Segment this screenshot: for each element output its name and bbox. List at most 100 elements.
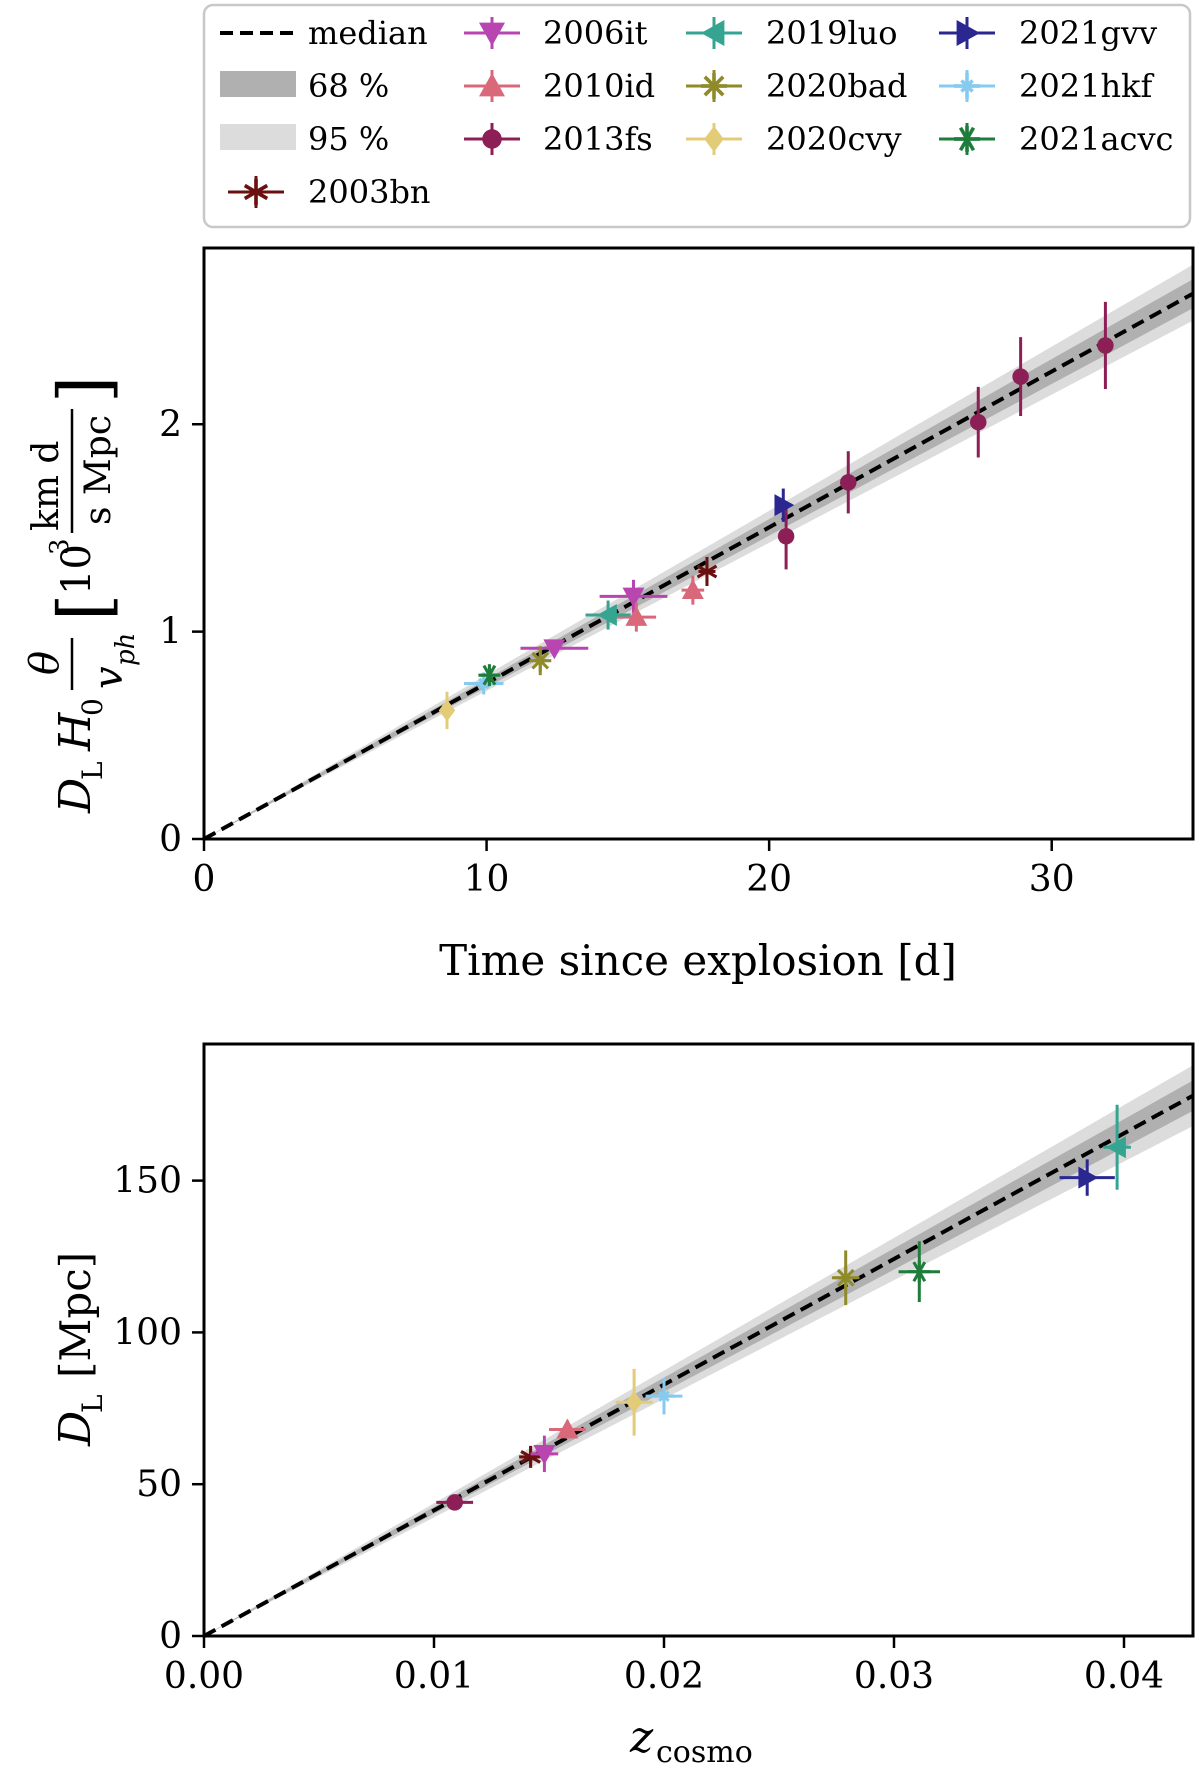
top-xtick-label-20: 20 (746, 859, 792, 900)
top-point-2006it-1 (599, 579, 668, 613)
bottom-marker-2006it-0 (533, 1445, 556, 1465)
top-point-2013fs-1 (840, 451, 857, 514)
top-point-2013fs-3 (1012, 337, 1029, 416)
legend-label-2020bad: 2020bad (766, 67, 907, 105)
top-ytick-label-1: 1 (159, 612, 182, 653)
bottom-ytick-label-100: 100 (113, 1312, 182, 1353)
legend: median 68 % 95 % 2003bn 2006it 2010id 2013f… (202, 3, 1192, 229)
legend-label-2013fs: 2013fs (543, 120, 653, 158)
svg-text:z: z (629, 1712, 654, 1763)
bottom-marker-2021gvv-0 (1078, 1166, 1099, 1189)
legend-band68-swatch (220, 71, 296, 97)
bottom-xtick-label-0.04: 0.04 (1084, 1656, 1164, 1697)
top-band95 (204, 264, 1193, 839)
legend-frame (202, 3, 1192, 229)
top-point-2020cvy-0 (438, 691, 456, 730)
bottom-point-2013fs-0 (436, 1494, 474, 1511)
top-point-2013fs-0 (777, 503, 795, 570)
top-point-2021gvv-0 (774, 488, 795, 522)
legend-label-2010id: 2010id (543, 67, 655, 105)
svg-text:[: [ (43, 594, 125, 621)
top-marker-2006it-0 (543, 639, 566, 660)
legend-marker-2020cvy (704, 126, 724, 152)
svg-text:cosmo: cosmo (656, 1735, 753, 1766)
bottom-xtick-label-0.01: 0.01 (394, 1656, 474, 1697)
top-marker-2021gvv-0 (774, 494, 795, 517)
legend-band95-label: 95 % (308, 120, 389, 158)
bottom-point-2021hkf-0 (645, 1377, 683, 1415)
top-plot-frame (202, 246, 1195, 841)
legend-marker-2021gvv (956, 20, 980, 46)
top-point-2006it-0 (520, 639, 589, 660)
top-point-2010id-0 (616, 602, 657, 632)
svg-text:H: H (50, 711, 101, 752)
svg-text:3: 3 (45, 538, 75, 555)
top-marker-2013fs-2 (969, 413, 987, 431)
legend-marker-2013fs (482, 129, 502, 149)
bottom-y-axis-label: D L [Mpc] (50, 1252, 109, 1447)
top-marker-2013fs-4 (1097, 337, 1114, 354)
bottom-xtick-label-0.02: 0.02 (624, 1656, 704, 1697)
bottom-xtick-label-0.00: 0.00 (164, 1656, 244, 1697)
bottom-marker-2013fs-0 (446, 1494, 463, 1511)
svg-text:L: L (76, 1394, 109, 1413)
svg-text:km d: km d (26, 441, 67, 531)
legend-marker-2006it (479, 22, 505, 46)
bottom-ytick-label-0: 0 (159, 1616, 182, 1657)
bottom-point-2021acvc-0 (898, 1241, 940, 1303)
top-point-2021acvc-0 (478, 664, 501, 687)
legend-median-label: median (308, 14, 428, 52)
bottom-marker-2021hkf-0 (653, 1385, 675, 1408)
bottom-point-2019luo-0 (1103, 1104, 1131, 1190)
bottom-marker-2010id-0 (556, 1418, 579, 1439)
legend-band95-swatch (220, 124, 296, 150)
bottom-marker-2020cvy-0 (625, 1391, 643, 1414)
top-ytick-label-0: 0 (159, 819, 182, 860)
legend-marker-2021acvc (954, 126, 980, 152)
bottom-band68 (204, 1080, 1193, 1636)
top-point-2019luo-0 (585, 600, 631, 630)
bottom-xtick-label-0.03: 0.03 (854, 1656, 934, 1697)
legend-label-2019luo: 2019luo (766, 14, 898, 52)
top-point-2010id-1 (681, 575, 705, 605)
top-ytick-label-2: 2 (159, 404, 182, 445)
bottom-x-axis-label: z cosmo (629, 1712, 753, 1766)
bottom-panel: 0.00 0.01 0.02 0.03 0.04 0 50 100 150 z cosmo D … (50, 1042, 1195, 1766)
bottom-band95 (204, 1065, 1193, 1636)
bottom-marker-2020bad-0 (834, 1266, 857, 1289)
svg-text:ph: ph (111, 633, 141, 666)
legend-marker-2019luo (701, 20, 725, 46)
bottom-point-2020bad-0 (831, 1250, 860, 1306)
svg-text:θ: θ (22, 651, 68, 675)
top-marker-2013fs-1 (840, 474, 857, 491)
top-xtick-label-0: 0 (193, 859, 216, 900)
bottom-point-2020cvy-0 (615, 1368, 653, 1436)
top-band68 (204, 279, 1193, 840)
svg-text:[Mpc]: [Mpc] (51, 1252, 100, 1378)
bottom-point-2006it-0 (530, 1435, 559, 1473)
top-marker-2019luo-0 (597, 604, 617, 627)
top-xtick-label-10: 10 (464, 859, 510, 900)
svg-text:10: 10 (54, 544, 100, 595)
top-marker-2010id-0 (625, 606, 648, 626)
svg-text:]: ] (43, 376, 125, 403)
bottom-plot-frame (202, 1042, 1195, 1638)
legend-marker-2020bad (701, 73, 727, 99)
top-xtick-label-30: 30 (1029, 859, 1075, 900)
bottom-median-line (203, 1093, 1194, 1638)
top-point-2013fs-4 (1097, 301, 1114, 390)
bottom-ytick-label-50: 50 (136, 1464, 182, 1505)
legend-marker-2021hkf (954, 73, 980, 99)
top-marker-2006it-1 (622, 587, 645, 608)
svg-text:v: v (86, 666, 132, 689)
top-marker-2003bn-0 (696, 560, 718, 583)
svg-text:s Mpc: s Mpc (78, 415, 119, 525)
legend-label-2006it: 2006it (543, 14, 648, 52)
bottom-point-2010id-0 (549, 1418, 586, 1439)
top-marker-2010id-1 (681, 579, 704, 599)
top-marker-2020cvy-0 (438, 699, 456, 722)
svg-text:L: L (76, 761, 109, 780)
top-x-axis-label: Time since explosion [d] (439, 936, 957, 985)
